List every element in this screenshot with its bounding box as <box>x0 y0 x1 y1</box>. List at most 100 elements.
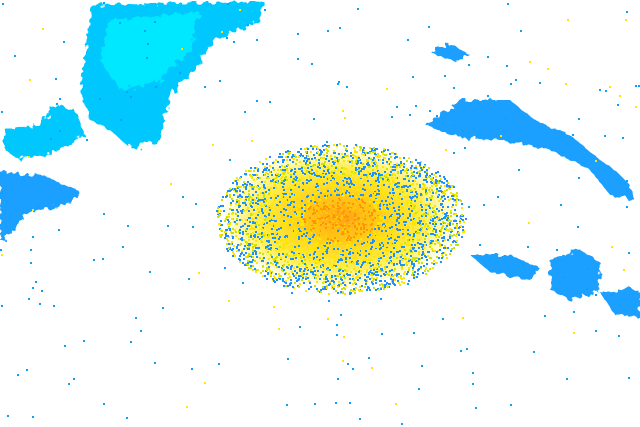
echo-pixel <box>288 264 290 266</box>
echo-pixel <box>348 225 350 227</box>
echo-pixel <box>342 212 344 214</box>
echo-pixel <box>409 215 411 217</box>
echo-pixel <box>307 155 309 157</box>
echo-pixel <box>288 255 290 257</box>
echo-pixel <box>63 41 65 43</box>
echo-pixel <box>264 9 266 11</box>
echo-pixel <box>295 195 297 197</box>
echo-pixel <box>424 241 426 243</box>
echo-pixel <box>304 210 306 212</box>
echo-pixel <box>323 176 325 178</box>
echo-pixel <box>415 159 417 161</box>
echo-pixel <box>432 207 434 209</box>
echo-pixel <box>260 239 262 241</box>
echo-pixel <box>225 196 227 198</box>
echo-pixel <box>340 192 342 194</box>
echo-pixel <box>248 190 250 192</box>
echo-pixel <box>382 159 384 161</box>
echo-pixel <box>332 186 334 188</box>
echo-pixel <box>465 218 467 220</box>
echo-pixel <box>232 228 234 230</box>
echo-pixel <box>287 215 289 217</box>
echo-pixel <box>456 224 458 226</box>
echo-pixel <box>312 146 314 148</box>
echo-pixel <box>339 259 341 261</box>
echo-pixel <box>450 192 452 194</box>
echo-pixel <box>438 190 440 192</box>
echo-pixel <box>50 138 52 140</box>
echo-pixel <box>404 196 406 198</box>
echo-pixel <box>528 222 530 224</box>
echo-pixel <box>268 240 270 242</box>
echo-pixel <box>154 362 156 364</box>
echo-pixel <box>351 162 353 164</box>
echo-pixel <box>259 252 261 254</box>
echo-pixel <box>0 249 2 251</box>
echo-pixel <box>352 203 354 205</box>
echo-pixel <box>337 230 339 232</box>
echo-pixel <box>264 204 266 206</box>
echo-pixel <box>338 194 340 196</box>
echo-pixel <box>379 244 381 246</box>
echo-region-east-arc <box>425 100 635 200</box>
echo-pixel <box>335 278 337 280</box>
echo-pixel <box>299 218 301 220</box>
echo-pixel <box>388 274 390 276</box>
echo-pixel <box>352 178 354 180</box>
echo-pixel <box>400 161 402 163</box>
echo-pixel <box>384 216 386 218</box>
echo-pixel <box>401 186 403 188</box>
echo-pixel <box>267 236 269 238</box>
echo-pixel <box>287 277 289 279</box>
echo-pixel <box>341 167 343 169</box>
echo-pixel <box>280 227 282 229</box>
echo-pixel <box>270 187 272 189</box>
echo-pixel <box>324 186 326 188</box>
echo-pixel <box>317 237 319 239</box>
echo-pixel <box>345 174 347 176</box>
echo-pixel <box>452 241 454 243</box>
echo-pixel <box>442 240 444 242</box>
echo-pixel <box>310 179 312 181</box>
echo-pixel <box>267 220 269 222</box>
echo-pixel <box>426 181 428 183</box>
echo-pixel <box>359 149 361 151</box>
echo-pixel <box>257 203 259 205</box>
echo-core-north-west <box>100 12 200 90</box>
echo-pixel <box>360 273 362 275</box>
echo-pixel <box>298 215 300 217</box>
echo-pixel <box>447 217 449 219</box>
echo-pixel <box>366 176 368 178</box>
echo-pixel <box>274 241 276 243</box>
echo-pixel <box>224 220 226 222</box>
echo-pixel <box>454 220 456 222</box>
echo-pixel <box>276 180 278 182</box>
echo-pixel <box>406 273 408 275</box>
echo-pixel <box>278 218 280 220</box>
echo-pixel <box>339 242 341 244</box>
echo-pixel <box>55 78 57 80</box>
echo-pixel <box>296 183 298 185</box>
echo-pixel <box>418 388 420 390</box>
echo-pixel <box>378 232 380 234</box>
echo-pixel <box>341 259 343 261</box>
echo-pixel <box>244 111 246 113</box>
echo-pixel <box>447 196 449 198</box>
echo-pixel <box>298 186 300 188</box>
echo-pixel <box>379 208 381 210</box>
echo-pixel <box>239 229 241 231</box>
echo-pixel <box>327 190 329 192</box>
echo-pixel <box>314 145 316 147</box>
echo-pixel <box>276 242 278 244</box>
echo-pixel <box>378 193 380 195</box>
echo-pixel <box>380 280 382 282</box>
echo-pixel <box>358 226 360 228</box>
echo-pixel <box>425 179 427 181</box>
echo-pixel <box>237 196 239 198</box>
echo-pixel <box>307 148 309 150</box>
echo-pixel <box>356 163 358 165</box>
echo-pixel <box>338 196 340 198</box>
echo-pixel <box>236 250 238 252</box>
echo-pixel <box>455 204 457 206</box>
echo-pixel <box>295 254 297 256</box>
